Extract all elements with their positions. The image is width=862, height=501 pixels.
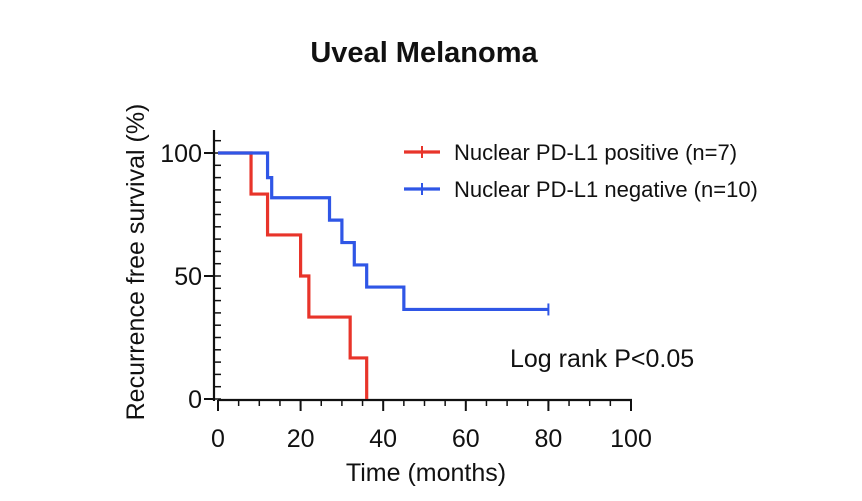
x-tick-label: 40 [369,425,397,453]
y-tick-label: 100 [160,140,202,168]
y-axis-label: Recurrence free survival (%) [122,104,150,421]
series-group [218,151,550,399]
x-tick-label: 100 [610,425,652,453]
x-axis-label: Time (months) [346,459,506,487]
x-tick-label: 60 [452,425,480,453]
y-tick-label: 0 [188,386,202,414]
y-tick-label: 50 [174,263,202,291]
series-line-negative [218,151,549,312]
legend: Nuclear PD-L1 positive (n=7) Nuclear PD-… [404,140,758,202]
legend-label-negative: Nuclear PD-L1 negative (n=10) [454,177,758,202]
x-tick-label: 0 [211,425,225,453]
chart-title: Uveal Melanoma [310,37,538,69]
log-rank-annotation: Log rank P<0.05 [510,345,694,373]
series-line-positive [218,151,369,399]
x-tick-label: 80 [534,425,562,453]
legend-label-positive: Nuclear PD-L1 positive (n=7) [454,140,737,165]
x-tick-label: 20 [287,425,315,453]
